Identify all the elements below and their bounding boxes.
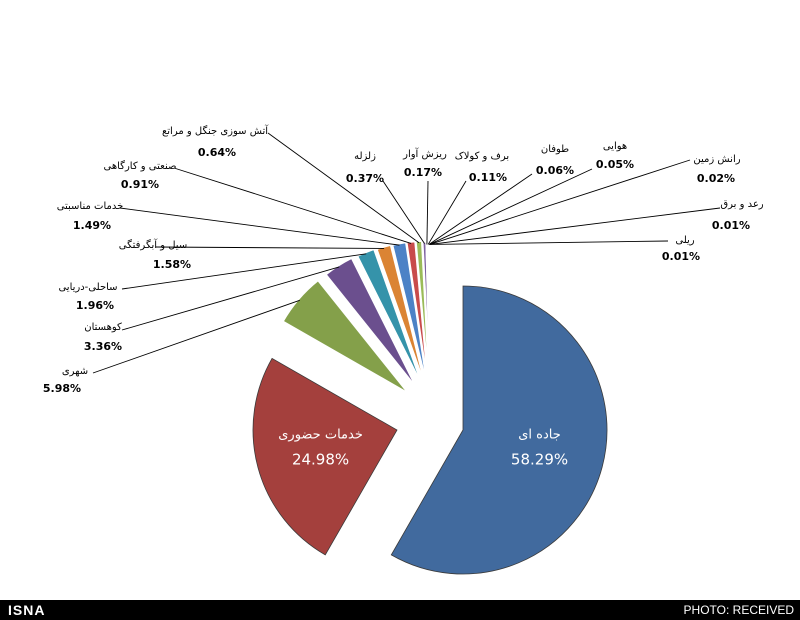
leader-line [92, 299, 300, 374]
slice-label: صنعتی و کارگاهی [104, 160, 177, 172]
slice-data-label: 0.01% [712, 219, 750, 232]
leader-line [429, 159, 691, 245]
pie-slice [356, 248, 423, 386]
slice-label: سیل و آبگرفتگی [119, 238, 187, 251]
slice-data-label: 1.58% [153, 258, 191, 271]
slice-label: هوایی [603, 141, 627, 152]
leader-line [428, 173, 533, 245]
slice-label: جاده ای [518, 427, 561, 442]
leader-line [267, 132, 420, 244]
pie-slice [391, 241, 428, 386]
slice-label: خدمات مناسبتی [57, 201, 124, 212]
slice-label: ساحلی-دریایی [58, 282, 117, 293]
slice-data-label: 0.37% [346, 172, 384, 185]
slice-data-label: 0.17% [404, 166, 442, 179]
leader-line [429, 240, 669, 245]
slice-label: شهری [62, 366, 88, 377]
slice-label: ریزش آوار [402, 147, 447, 160]
pie-slice [390, 285, 608, 575]
slice-data-label: 58.29% [511, 450, 568, 468]
leader-line [173, 167, 412, 244]
slice-label: طوفان [541, 144, 569, 155]
slice-label: برف و کولاک [455, 151, 509, 162]
slice-label: کوهستان [84, 322, 122, 333]
leader-line [121, 266, 340, 331]
slice-label: زلزله [354, 151, 376, 162]
slice-label: آتش سوزی جنگل و مراتع [162, 124, 269, 137]
brand-logo: ISNA [8, 602, 46, 618]
slice-data-label: 0.64% [198, 146, 236, 159]
leader-line [382, 180, 425, 244]
slice-labels: جاده ای 58.29% خدمات حضوری 24.98% شهری 5.98% ک… [43, 124, 764, 469]
slice-label: ریلی [675, 235, 694, 246]
pie-slice [375, 244, 426, 386]
leader-line [429, 168, 593, 245]
slice-label: رانش زمین [693, 154, 740, 165]
footer-bar: ISNA PHOTO: RECEIVED [0, 600, 800, 620]
pie-slice [282, 279, 409, 394]
leader-line [426, 180, 429, 245]
pie-slice [421, 241, 431, 387]
pie-slices [252, 240, 608, 575]
leader-line [155, 246, 385, 249]
slice-data-label: 24.98% [292, 451, 349, 469]
slice-data-label: 3.36% [84, 340, 122, 353]
slice-data-label: 0.05% [596, 158, 634, 171]
slice-data-label: 0.06% [536, 164, 574, 177]
slice-data-label: 0.91% [121, 178, 159, 191]
slice-label: خدمات حضوری [278, 428, 363, 443]
slice-data-label: 5.98% [43, 382, 81, 395]
leader-line [427, 180, 467, 245]
leader-line [119, 207, 400, 246]
leader-line [121, 253, 367, 290]
pie-slice [415, 240, 430, 386]
leader-line [429, 207, 721, 245]
pie-slice [324, 257, 417, 388]
slice-data-label: 0.01% [662, 250, 700, 263]
pie-chart: جاده ای 58.29% خدمات حضوری 24.98% شهری 5.98% ک… [43, 124, 764, 575]
slice-label: رعد و برق [720, 199, 763, 210]
leader-lines [92, 132, 721, 374]
slice-data-label: 0.02% [697, 172, 735, 185]
pie-slice [252, 357, 398, 556]
slice-data-label: 1.96% [76, 299, 114, 312]
photo-credit: PHOTO: RECEIVED [683, 603, 794, 617]
slice-data-label: 1.49% [73, 219, 111, 232]
slice-data-label: 0.11% [469, 171, 507, 184]
